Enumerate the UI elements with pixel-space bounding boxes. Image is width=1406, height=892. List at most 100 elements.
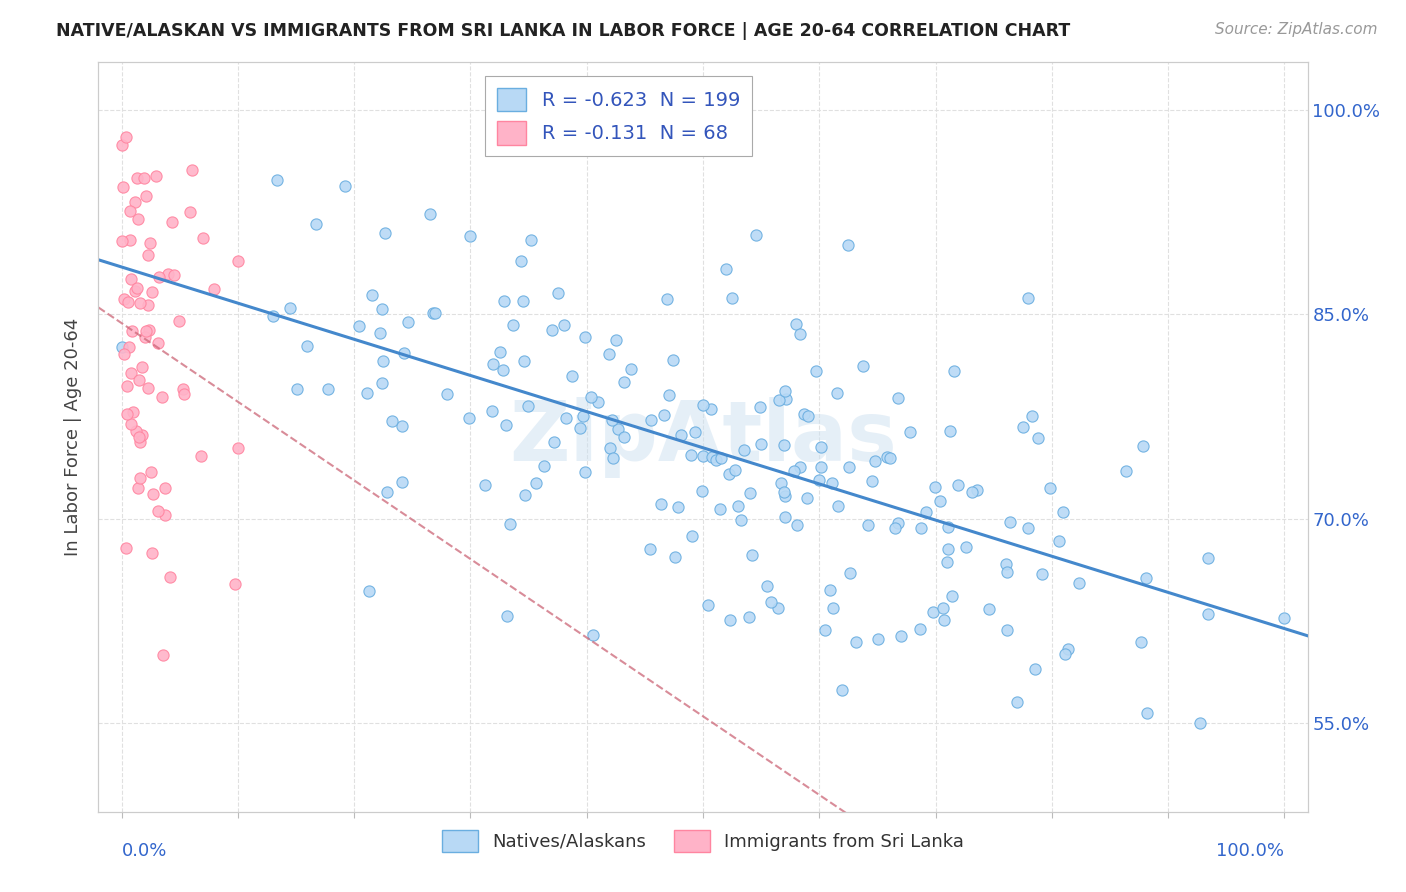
Natives/Alaskans xyxy=(482,357,505,371)
Text: 0.0%: 0.0% xyxy=(122,842,167,860)
Natives/Alaskans xyxy=(827,500,849,514)
Natives/Alaskans xyxy=(422,306,444,320)
Natives/Alaskans xyxy=(581,627,603,641)
Natives/Alaskans xyxy=(768,392,790,407)
Natives/Alaskans xyxy=(955,540,977,554)
Natives/Alaskans xyxy=(561,369,583,384)
Natives/Alaskans xyxy=(786,517,808,532)
Immigrants from Sri Lanka xyxy=(120,272,142,286)
Natives/Alaskans xyxy=(1017,291,1039,305)
Natives/Alaskans xyxy=(285,382,308,396)
Natives/Alaskans xyxy=(879,451,901,466)
Natives/Alaskans xyxy=(1067,576,1090,591)
Immigrants from Sri Lanka xyxy=(224,577,246,591)
Text: ZipAtlas: ZipAtlas xyxy=(509,397,897,477)
Text: NATIVE/ALASKAN VS IMMIGRANTS FROM SRI LANKA IN LABOR FORCE | AGE 20-64 CORRELATI: NATIVE/ALASKAN VS IMMIGRANTS FROM SRI LA… xyxy=(56,22,1070,40)
Natives/Alaskans xyxy=(513,354,536,368)
Natives/Alaskans xyxy=(818,582,841,597)
Natives/Alaskans xyxy=(915,505,938,519)
Natives/Alaskans xyxy=(381,414,404,428)
Natives/Alaskans xyxy=(669,427,692,442)
Text: 100.0%: 100.0% xyxy=(1216,842,1284,860)
Natives/Alaskans xyxy=(825,385,848,400)
Natives/Alaskans xyxy=(960,485,983,500)
Natives/Alaskans xyxy=(948,478,970,492)
Natives/Alaskans xyxy=(652,408,675,422)
Natives/Alaskans xyxy=(796,409,818,424)
Natives/Alaskans xyxy=(1000,515,1022,529)
Natives/Alaskans xyxy=(484,103,506,117)
Natives/Alaskans xyxy=(599,441,621,455)
Immigrants from Sri Lanka xyxy=(112,347,135,361)
Natives/Alaskans xyxy=(373,354,395,368)
Immigrants from Sri Lanka xyxy=(115,541,138,555)
Y-axis label: In Labor Force | Age 20-64: In Labor Force | Age 20-64 xyxy=(65,318,83,557)
Natives/Alaskans xyxy=(931,600,953,615)
Immigrants from Sri Lanka xyxy=(120,233,142,247)
Natives/Alaskans xyxy=(852,359,875,374)
Immigrants from Sri Lanka xyxy=(124,194,146,209)
Natives/Alaskans xyxy=(357,583,380,598)
Natives/Alaskans xyxy=(789,326,811,341)
Immigrants from Sri Lanka xyxy=(136,248,159,262)
Natives/Alaskans xyxy=(371,376,394,391)
Natives/Alaskans xyxy=(773,485,796,500)
Natives/Alaskans xyxy=(1135,571,1157,585)
Natives/Alaskans xyxy=(860,474,883,488)
Natives/Alaskans xyxy=(574,330,596,344)
Natives/Alaskans xyxy=(655,292,678,306)
Immigrants from Sri Lanka xyxy=(117,295,139,310)
Immigrants from Sri Lanka xyxy=(193,230,215,244)
Natives/Alaskans xyxy=(613,375,636,389)
Natives/Alaskans xyxy=(547,285,569,300)
Natives/Alaskans xyxy=(1197,551,1219,566)
Natives/Alaskans xyxy=(111,340,134,354)
Natives/Alaskans xyxy=(586,395,609,409)
Natives/Alaskans xyxy=(1054,647,1077,661)
Immigrants from Sri Lanka xyxy=(127,481,149,495)
Natives/Alaskans xyxy=(458,229,481,244)
Natives/Alaskans xyxy=(681,448,703,462)
Immigrants from Sri Lanka xyxy=(163,268,186,282)
Immigrants from Sri Lanka xyxy=(117,407,139,421)
Natives/Alaskans xyxy=(837,238,859,252)
Natives/Alaskans xyxy=(934,613,956,627)
Natives/Alaskans xyxy=(810,460,832,475)
Natives/Alaskans xyxy=(1005,695,1028,709)
Immigrants from Sri Lanka xyxy=(128,430,150,444)
Immigrants from Sri Lanka xyxy=(129,471,152,485)
Natives/Alaskans xyxy=(749,436,772,450)
Immigrants from Sri Lanka xyxy=(128,373,150,387)
Natives/Alaskans xyxy=(924,480,946,494)
Immigrants from Sri Lanka xyxy=(138,323,160,337)
Immigrants from Sri Lanka xyxy=(141,285,163,300)
Immigrants from Sri Lanka xyxy=(120,417,142,431)
Immigrants from Sri Lanka xyxy=(139,236,162,251)
Immigrants from Sri Lanka xyxy=(136,297,159,311)
Natives/Alaskans xyxy=(709,501,731,516)
Immigrants from Sri Lanka xyxy=(127,212,149,227)
Immigrants from Sri Lanka xyxy=(111,138,134,153)
Natives/Alaskans xyxy=(1026,431,1049,445)
Natives/Alaskans xyxy=(540,323,562,337)
Immigrants from Sri Lanka xyxy=(180,162,202,177)
Natives/Alaskans xyxy=(928,493,950,508)
Natives/Alaskans xyxy=(1115,464,1137,478)
Natives/Alaskans xyxy=(936,555,959,569)
Immigrants from Sri Lanka xyxy=(125,280,148,294)
Natives/Alaskans xyxy=(502,318,524,332)
Natives/Alaskans xyxy=(745,228,768,243)
Natives/Alaskans xyxy=(664,550,686,565)
Immigrants from Sri Lanka xyxy=(148,335,170,350)
Natives/Alaskans xyxy=(1197,607,1219,622)
Natives/Alaskans xyxy=(574,465,596,479)
Natives/Alaskans xyxy=(887,391,910,405)
Immigrants from Sri Lanka xyxy=(148,504,170,518)
Natives/Alaskans xyxy=(1012,419,1035,434)
Immigrants from Sri Lanka xyxy=(142,486,165,500)
Immigrants from Sri Lanka xyxy=(115,130,138,145)
Natives/Alaskans xyxy=(793,408,815,422)
Natives/Alaskans xyxy=(391,419,413,434)
Natives/Alaskans xyxy=(783,465,806,479)
Immigrants from Sri Lanka xyxy=(148,269,170,284)
